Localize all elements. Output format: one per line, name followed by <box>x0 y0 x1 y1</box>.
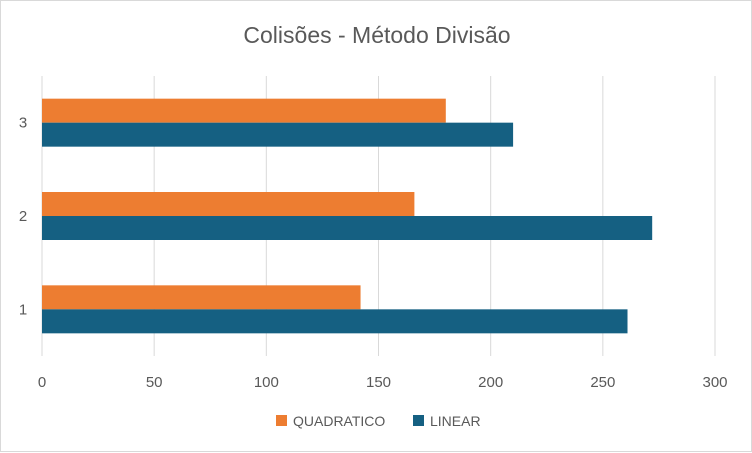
y-axis-ticks: 1 2 3 <box>19 115 27 319</box>
x-tick-label-300: 300 <box>702 374 727 391</box>
x-tick-label-150: 150 <box>366 374 391 391</box>
bar-linear-3 <box>42 122 514 147</box>
x-tick-label-50: 50 <box>146 374 163 391</box>
bar-quadratico-3 <box>42 98 446 123</box>
x-tick-label-100: 100 <box>254 374 279 391</box>
bar-linear-2 <box>42 216 653 240</box>
legend-swatch-linear <box>413 415 424 426</box>
legend-swatch-quadratico <box>276 415 287 426</box>
legend-label-quadratico: QUADRATICO <box>293 413 385 429</box>
bar-linear-1 <box>42 309 628 334</box>
x-axis-ticks: 0 50 100 150 200 250 300 <box>38 374 728 391</box>
legend: QUADRATICO LINEAR <box>276 413 481 429</box>
x-tick-label-0: 0 <box>38 374 46 391</box>
y-tick-label-2: 2 <box>19 208 27 225</box>
bars <box>42 98 653 334</box>
y-tick-label-3: 3 <box>19 115 27 132</box>
legend-label-linear: LINEAR <box>430 413 481 429</box>
chart-title: Colisões - Método Divisão <box>243 22 510 48</box>
bar-quadratico-1 <box>42 285 361 310</box>
x-tick-label-250: 250 <box>590 374 615 391</box>
bar-quadratico-2 <box>42 192 415 216</box>
y-tick-label-1: 1 <box>19 301 27 318</box>
x-tick-label-200: 200 <box>478 374 503 391</box>
